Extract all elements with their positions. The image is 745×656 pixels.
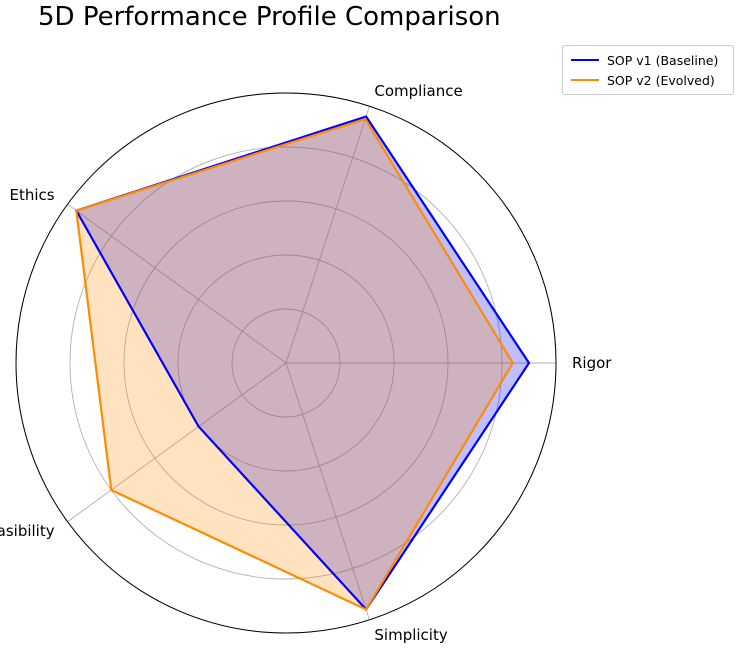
axis-spoke [285,362,370,620]
legend: SOP v1 (Baseline) SOP v2 (Evolved) [562,45,734,95]
chart-title: 5D Performance Profile Comparison [38,2,501,32]
legend-item-baseline: SOP v1 (Baseline) [571,52,718,68]
axis-label-rigor: Rigor [572,354,612,372]
plot-frame [15,92,557,634]
axis-labels: Rigor Compliance Ethics Feasibility Simplici… [0,82,612,644]
axis-label-simplicity: Simplicity [374,626,447,644]
series-line-1 [75,117,515,611]
axis-spoke [67,203,287,364]
radar-grid [15,92,557,634]
axis-label-feasibility: Feasibility [0,522,55,540]
series-layer [74,115,531,612]
legend-label-evolved: SOP v2 (Evolved) [607,72,715,88]
axis-label-compliance: Compliance [374,82,462,100]
series-line-0 [74,115,531,612]
series-area-1 [76,119,513,610]
series-area-0 [76,116,530,610]
legend-item-evolved: SOP v2 (Evolved) [571,72,715,88]
axis-label-ethics: Ethics [9,186,54,204]
axis-spoke [285,106,370,364]
legend-label-baseline: SOP v1 (Baseline) [607,52,719,68]
legend-swatch-baseline [571,59,599,61]
legend-swatch-evolved [571,79,599,81]
axis-spoke [67,362,287,523]
